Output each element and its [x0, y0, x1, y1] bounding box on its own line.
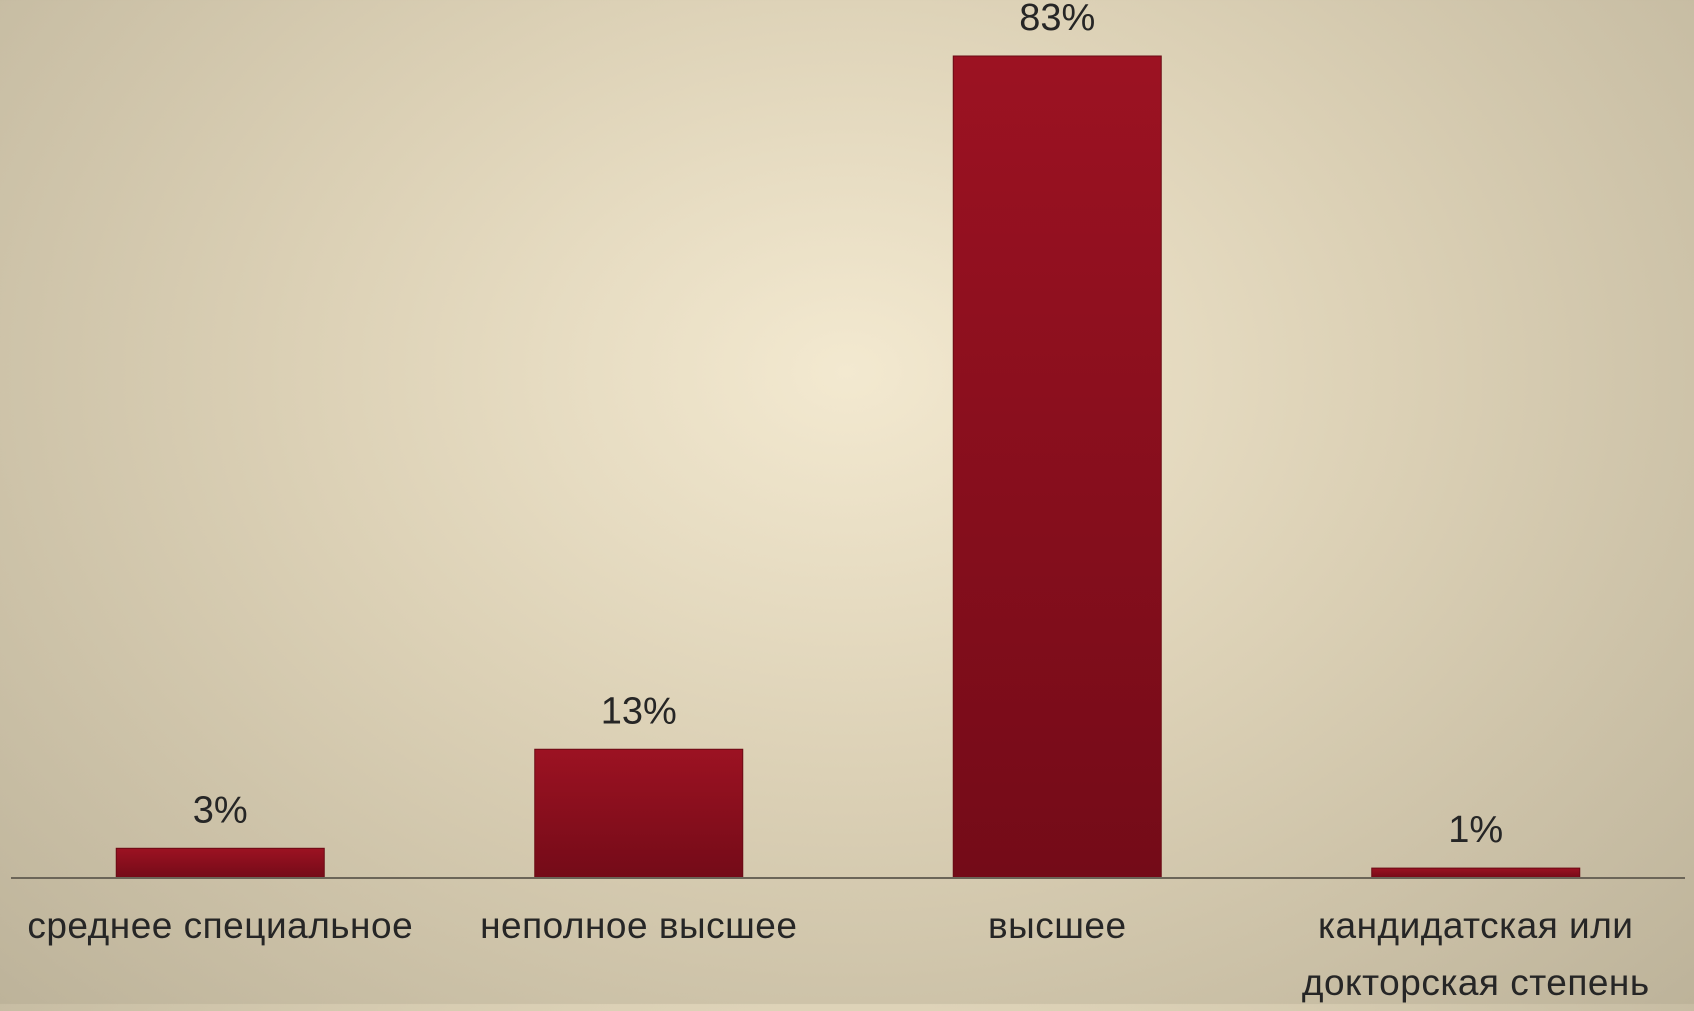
- value-label: 1%: [1448, 809, 1503, 851]
- value-label: 13%: [601, 690, 677, 732]
- value-label: 83%: [1019, 0, 1095, 39]
- x-tick-label: среднее специальное: [27, 905, 414, 946]
- x-tick-label: кандидатская или докторская степень: [1301, 905, 1650, 1003]
- bar: [534, 748, 744, 879]
- bar: [1371, 867, 1581, 879]
- value-label: 3%: [193, 789, 248, 831]
- bar: [115, 847, 325, 879]
- x-tick-label: высшее: [987, 905, 1127, 946]
- x-tick-label: неполное высшее: [480, 905, 798, 946]
- bar: [952, 55, 1162, 879]
